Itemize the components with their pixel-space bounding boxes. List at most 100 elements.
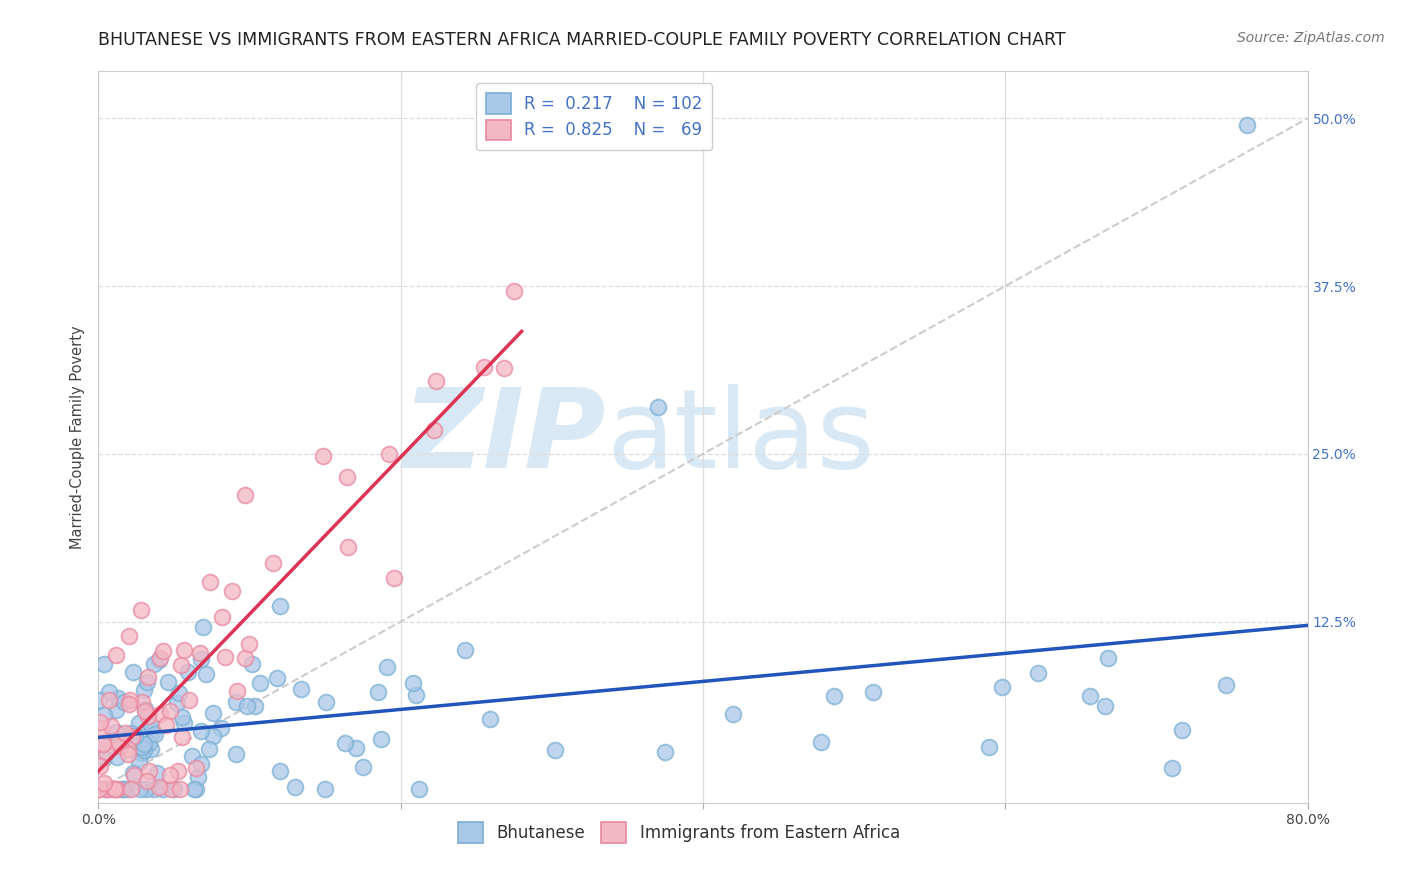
Point xyxy=(93,708,115,723)
Point xyxy=(163,782,186,797)
Point xyxy=(100,719,122,733)
Point xyxy=(654,745,676,759)
Point xyxy=(136,773,159,788)
Point xyxy=(152,782,174,797)
Legend: Bhutanese, Immigrants from Eastern Africa: Bhutanese, Immigrants from Eastern Afric… xyxy=(451,815,907,849)
Point xyxy=(138,736,160,750)
Point xyxy=(494,361,516,376)
Point xyxy=(146,765,169,780)
Point xyxy=(90,721,112,735)
Point xyxy=(402,676,425,690)
Point xyxy=(97,782,120,797)
Point xyxy=(211,610,233,624)
Point xyxy=(167,764,190,778)
Point xyxy=(312,449,335,463)
Point xyxy=(98,685,121,699)
Point xyxy=(238,637,260,651)
Point xyxy=(120,726,142,740)
Point xyxy=(408,782,430,797)
Point xyxy=(177,692,200,706)
Point xyxy=(114,726,136,740)
Point xyxy=(108,739,131,754)
Point xyxy=(211,721,233,735)
Point xyxy=(335,470,357,484)
Point xyxy=(94,782,117,797)
Point xyxy=(89,738,111,752)
Point xyxy=(382,571,405,585)
Point xyxy=(159,768,181,782)
Point xyxy=(195,666,218,681)
Point xyxy=(405,688,427,702)
Point xyxy=(94,745,117,759)
Point xyxy=(284,780,307,794)
Point xyxy=(132,683,155,698)
Point xyxy=(139,717,162,731)
Point xyxy=(143,782,166,797)
Point xyxy=(170,710,193,724)
Point xyxy=(190,756,212,771)
Point xyxy=(233,487,256,501)
Point xyxy=(120,782,142,797)
Point xyxy=(87,692,110,706)
Point xyxy=(647,400,669,414)
Point xyxy=(214,650,236,665)
Point xyxy=(159,704,181,718)
Point xyxy=(190,724,212,739)
Point xyxy=(122,765,145,780)
Point xyxy=(336,541,359,555)
Point xyxy=(193,620,215,634)
Point xyxy=(169,686,191,700)
Point xyxy=(107,734,129,748)
Point xyxy=(977,739,1000,754)
Point xyxy=(132,743,155,757)
Point xyxy=(138,764,160,778)
Y-axis label: Married-Couple Family Poverty: Married-Couple Family Poverty xyxy=(70,326,86,549)
Point xyxy=(225,747,247,762)
Point xyxy=(1094,698,1116,713)
Point xyxy=(128,715,150,730)
Point xyxy=(333,736,356,750)
Point xyxy=(132,737,155,751)
Point xyxy=(91,736,114,750)
Point xyxy=(121,665,143,679)
Point xyxy=(269,599,291,613)
Point xyxy=(107,691,129,706)
Point xyxy=(1236,118,1258,132)
Point xyxy=(266,671,288,685)
Point xyxy=(131,740,153,755)
Point xyxy=(544,742,567,756)
Point xyxy=(149,650,172,665)
Point xyxy=(104,724,127,739)
Text: atlas: atlas xyxy=(606,384,875,491)
Point xyxy=(1097,650,1119,665)
Point xyxy=(184,782,207,797)
Point xyxy=(262,556,284,570)
Point xyxy=(249,675,271,690)
Point xyxy=(122,768,145,782)
Point xyxy=(142,723,165,738)
Point xyxy=(139,742,162,756)
Point xyxy=(117,697,139,711)
Point xyxy=(93,775,115,789)
Point xyxy=(89,782,111,797)
Point xyxy=(186,760,208,774)
Point xyxy=(136,709,159,723)
Point xyxy=(454,642,477,657)
Point xyxy=(105,703,128,717)
Point xyxy=(131,695,153,709)
Point xyxy=(134,702,156,716)
Point xyxy=(201,729,224,743)
Point xyxy=(149,707,172,722)
Point xyxy=(225,684,247,698)
Point xyxy=(352,760,374,774)
Point xyxy=(115,782,138,797)
Point xyxy=(173,643,195,657)
Point xyxy=(117,741,139,756)
Point xyxy=(344,740,367,755)
Point xyxy=(93,657,115,672)
Point xyxy=(183,782,205,797)
Point xyxy=(152,644,174,658)
Point xyxy=(221,583,243,598)
Point xyxy=(290,681,312,696)
Point xyxy=(155,717,177,731)
